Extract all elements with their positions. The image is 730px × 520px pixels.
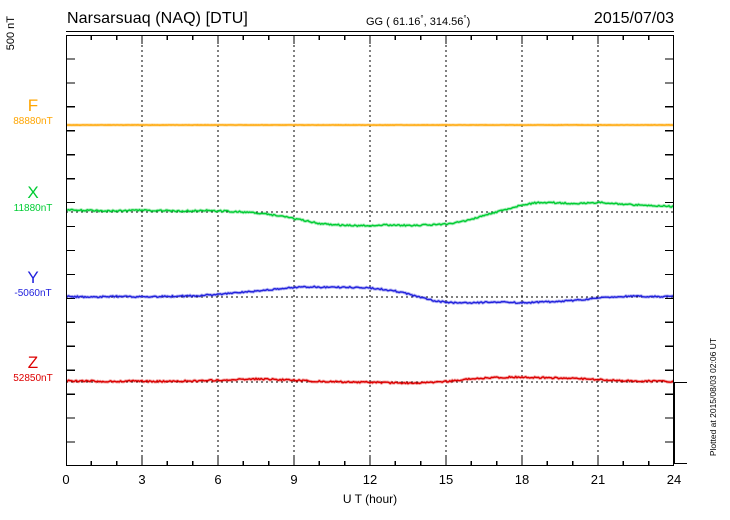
x-tick-label-24: 24 [666, 472, 682, 487]
scale-bar-bottom-cap [674, 463, 687, 465]
gridlines [141, 35, 599, 466]
x-tick-label-0: 0 [62, 472, 70, 487]
x-tick-label-12: 12 [362, 472, 378, 487]
magnetogram-traces [66, 35, 674, 466]
component-letter-z: Z [27, 353, 39, 372]
header-divider [66, 31, 674, 32]
x-axis-title: U T (hour) [342, 492, 398, 506]
geographic-coordinates: GG ( 61.16°, 314.56°) [366, 14, 470, 28]
component-baseline-value-y: -5060nT [14, 288, 52, 299]
x-tick-label-3: 3 [138, 472, 146, 487]
geo-coords-prefix: GG ( 61.16 [366, 16, 421, 28]
component-baseline-value-x: 11880nT [13, 203, 53, 214]
station-title: Narsarsuaq (NAQ) [DTU] [67, 10, 248, 27]
component-label-z: Z 52850nT [2, 354, 64, 385]
x-tick-label-21: 21 [590, 472, 606, 487]
component-traces [66, 123, 674, 386]
scale-bar-top-cap [674, 382, 687, 384]
x-tick-label-18: 18 [514, 472, 530, 487]
degree-symbol-longitude: ° [463, 14, 467, 23]
observation-date: 2015/07/03 [593, 10, 674, 27]
scale-bar-line [674, 382, 676, 464]
component-label-f: F 88880nT [2, 97, 64, 128]
component-letter-f: F [27, 96, 39, 115]
plotted-at-caption: Plotted at 2015/08/03 02:06 UT [708, 338, 718, 457]
component-label-y: Y -5060nT [2, 269, 64, 300]
component-baseline-value-z: 52850nT [13, 373, 53, 384]
component-letter-x: X [27, 183, 39, 202]
geo-coords-suffix: ) [466, 16, 471, 28]
degree-symbol-latitude: ° [420, 14, 424, 23]
scale-bar-label: 500 nT [5, 16, 17, 51]
plot-frame [66, 35, 674, 466]
geo-coords-mid: , 314.56 [423, 16, 464, 28]
component-baseline-value-f: 88880nT [13, 116, 53, 127]
x-tick-label-9: 9 [290, 472, 298, 487]
scale-bar [674, 382, 700, 465]
component-label-x: X 11880nT [2, 184, 64, 215]
x-tick-label-15: 15 [438, 472, 454, 487]
x-tick-label-6: 6 [214, 472, 222, 487]
component-letter-y: Y [27, 268, 39, 287]
magnetogram-plot-area [66, 35, 674, 466]
